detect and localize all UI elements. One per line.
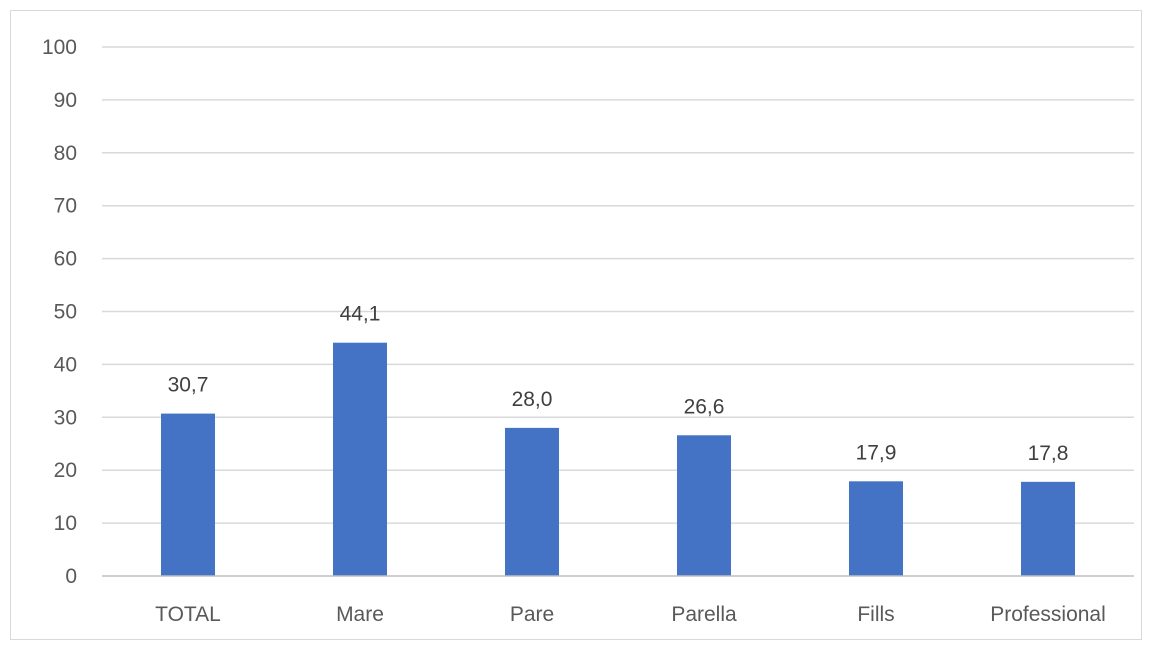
data-label-parella: 26,6 <box>684 395 725 418</box>
bar-professional <box>1021 481 1075 576</box>
data-label-fills: 17,9 <box>856 441 897 464</box>
data-label-pare: 28,0 <box>512 388 553 411</box>
y-tick-label: 100 <box>42 36 77 59</box>
y-tick-label: 40 <box>54 353 77 376</box>
data-label-mare: 44,1 <box>340 303 381 326</box>
x-tick-label-mare: Mare <box>336 603 384 626</box>
y-tick-label: 20 <box>54 459 77 482</box>
bar-pare <box>505 427 559 576</box>
bar-parella <box>677 435 731 576</box>
x-tick-label-pare: Pare <box>510 603 554 626</box>
y-tick-label: 50 <box>54 301 77 324</box>
bar-mare <box>333 342 387 576</box>
y-tick-label: 60 <box>54 248 77 271</box>
x-tick-label-professional: Professional <box>990 603 1106 626</box>
y-tick-label: 10 <box>54 512 77 535</box>
y-tick-label: 90 <box>54 89 77 112</box>
bars <box>161 342 1075 576</box>
y-tick-label: 30 <box>54 406 77 429</box>
x-tick-label-parella: Parella <box>671 603 737 626</box>
bar-fills <box>849 481 903 576</box>
y-tick-label: 70 <box>54 195 77 218</box>
x-tick-label-total: TOTAL <box>155 603 221 626</box>
y-tick-label: 80 <box>54 142 77 165</box>
data-labels: 30,7 44,1 28,0 26,6 17,9 17,8 <box>168 303 1069 465</box>
bar-total <box>161 413 215 576</box>
data-label-total: 30,7 <box>168 374 209 397</box>
data-label-professional: 17,8 <box>1028 442 1069 465</box>
x-tick-label-fills: Fills <box>857 603 894 626</box>
x-axis-tick-labels: TOTAL Mare Pare Parella Fills Professional <box>155 603 1106 626</box>
y-tick-label: 0 <box>65 565 77 588</box>
y-axis-tick-labels: 0 10 20 30 40 50 60 70 80 90 100 <box>42 36 77 588</box>
gridlines <box>102 46 1134 524</box>
